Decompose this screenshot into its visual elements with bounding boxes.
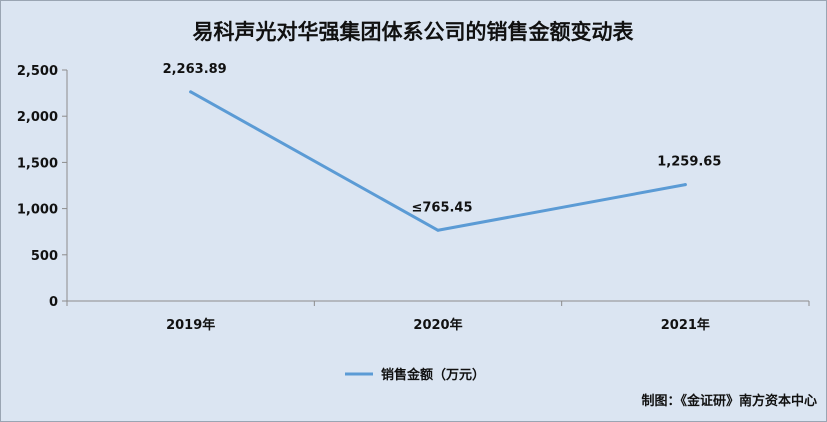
chart-title: 易科声光对华强集团体系公司的销售金额变动表 (193, 20, 635, 44)
series-layer (189, 90, 687, 232)
y-tick-label: 0 (49, 295, 58, 310)
data-labels: 2,263.89 ≤765.45 1,259.65 (163, 62, 722, 215)
data-point (683, 183, 687, 187)
data-label: 1,259.65 (657, 155, 721, 170)
data-point (189, 90, 193, 94)
x-axis-ticks: 2019年 2020年 2021年 (66, 301, 810, 333)
x-tick-label: 2021年 (661, 317, 710, 333)
data-label: ≤765.45 (411, 200, 472, 215)
chart-axes (66, 70, 809, 302)
y-axis-ticks: 0 500 1,000 1,500 2,000 2,500 (17, 64, 67, 310)
data-label: 2,263.89 (163, 62, 227, 77)
source-note: 制图：《金证研》南方资本中心 (641, 393, 817, 409)
legend-label: 销售金额（万元） (381, 367, 485, 383)
y-tick-label: 1,000 (17, 203, 58, 218)
x-tick-label: 2019年 (166, 317, 215, 333)
x-tick-label: 2020年 (413, 317, 462, 333)
legend: 销售金额（万元） (345, 367, 485, 383)
y-tick-label: 2,500 (17, 64, 58, 79)
y-tick-label: 500 (31, 249, 58, 264)
y-tick-label: 1,500 (17, 156, 58, 171)
y-tick-label: 2,000 (17, 110, 58, 125)
data-point (436, 228, 440, 232)
